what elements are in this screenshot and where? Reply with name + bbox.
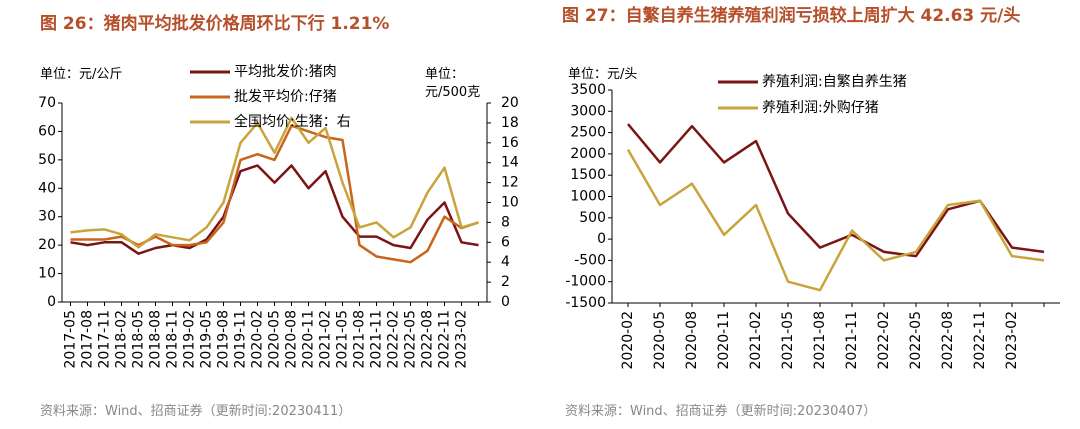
x-tick-label: 2020-02: [250, 310, 266, 369]
y-tick-label: 40: [38, 180, 56, 196]
x-tick-label: 2021-05: [335, 310, 351, 369]
x-tick-label: 2020-02: [620, 311, 636, 370]
y-tick-label: -500: [574, 252, 606, 268]
x-tick-label: 2022-02: [876, 311, 892, 370]
x-tick-label: 2023-02: [1004, 311, 1020, 370]
x-tick-label: 2020-08: [684, 311, 700, 370]
y2-tick-label: 20: [501, 95, 519, 111]
x-tick-label: 2020-11: [716, 311, 732, 370]
source: 资料来源：Wind、招商证券（更新时间:20230411）: [40, 404, 352, 419]
x-tick-label: 2021-02: [748, 311, 764, 370]
series-line: [70, 164, 479, 255]
series-line: [70, 124, 479, 264]
x-tick-label: 2022-11: [437, 310, 453, 369]
x-tick-label: 2018-05: [131, 310, 147, 369]
y-tick-label: 0: [597, 231, 606, 247]
x-tick-label: 2019-08: [216, 310, 232, 369]
y-tick-label: 20: [38, 237, 56, 253]
y-tick-label: 2000: [570, 146, 606, 162]
y2-tick-label: 6: [501, 234, 510, 250]
y2-tick-label: 2: [501, 274, 510, 290]
x-tick-label: 2020-05: [267, 310, 283, 369]
x-tick-label: 2019-11: [233, 310, 249, 369]
legend-label: 养殖利润:自繁自养生猪: [762, 73, 907, 90]
legend-label: 平均批发价:猪肉: [234, 64, 337, 80]
chart-title: 图 26：猪肉平均批发价格周环比下行 1.21%: [40, 14, 390, 34]
x-tick-label: 2021-11: [369, 310, 385, 369]
x-tick-label: 2022-02: [386, 310, 402, 369]
x-tick-label: 2020-05: [652, 311, 668, 370]
y2-tick-label: 18: [501, 115, 519, 131]
chart-title: 图 27：自繁自养生猪养殖利润亏损较上周扩大 42.63 元/头: [562, 6, 1021, 26]
y-tick-label: 50: [38, 152, 56, 168]
y-tick-label: 1500: [570, 167, 606, 183]
y2-tick-label: 14: [501, 155, 519, 171]
y2-tick-label: 0: [501, 294, 510, 310]
x-tick-label: 2018-11: [165, 310, 181, 369]
x-tick-label: 2022-08: [420, 310, 436, 369]
x-tick-label: 2017-08: [80, 310, 96, 369]
y-tick-label: 30: [38, 209, 56, 225]
x-tick-label: 2022-05: [908, 311, 924, 370]
legend-label: 养殖利润:外购仔猪: [762, 99, 879, 116]
x-tick-label: 2021-02: [318, 310, 334, 369]
x-tick-label: 2022-05: [403, 310, 419, 369]
y2-tick-label: 12: [501, 175, 519, 191]
x-tick-label: 2021-08: [352, 310, 368, 369]
series-line: [70, 116, 479, 249]
x-tick-label: 2020-11: [301, 310, 317, 369]
x-tick-label: 2023-02: [454, 310, 470, 369]
x-tick-label: 2022-11: [972, 311, 988, 370]
y-tick-label: 0: [47, 294, 56, 310]
y-tick-label: 1000: [570, 189, 606, 205]
series-line: [626, 148, 1045, 292]
y-tick-label: -1000: [565, 274, 606, 290]
y-unit: 单位：元/公斤: [40, 67, 123, 82]
legend-label: 批发平均价:仔猪: [234, 89, 337, 105]
y-tick-label: 3000: [570, 103, 606, 119]
x-tick-label: 2017-11: [97, 310, 113, 369]
x-tick-label: 2019-02: [182, 310, 198, 369]
x-tick-label: 2018-02: [114, 310, 130, 369]
y2-tick-label: 4: [501, 254, 510, 270]
x-tick-label: 2020-08: [284, 310, 300, 369]
y2-tick-label: 16: [501, 135, 519, 151]
y-tick-label: 70: [38, 95, 56, 111]
series-line: [627, 123, 1045, 258]
x-tick-label: 2019-05: [199, 310, 215, 369]
x-tick-label: 2021-05: [780, 311, 796, 370]
y-tick-label: 500: [579, 210, 606, 226]
y-tick-label: 10: [38, 266, 56, 282]
x-tick-label: 2018-08: [148, 310, 164, 369]
y-tick-label: 60: [38, 123, 56, 139]
x-tick-label: 2022-08: [940, 311, 956, 370]
x-tick-label: 2021-08: [812, 311, 828, 370]
x-tick-label: 2021-11: [844, 311, 860, 370]
y-tick-label: 2500: [570, 125, 606, 141]
y-tick-label: -1500: [565, 295, 606, 311]
source: 资料来源：Wind、招商证券（更新时间:20230407）: [565, 404, 877, 419]
y-unit: 单位：元/头: [568, 67, 638, 82]
y2-unit: 单位：元/500克: [425, 67, 481, 100]
y-tick-label: 3500: [570, 82, 606, 98]
y2-tick-label: 10: [501, 195, 519, 211]
x-tick-label: 2017-05: [63, 310, 79, 369]
legend-label: 全国均价:生猪：右: [234, 113, 351, 130]
y2-tick-label: 8: [501, 214, 510, 230]
